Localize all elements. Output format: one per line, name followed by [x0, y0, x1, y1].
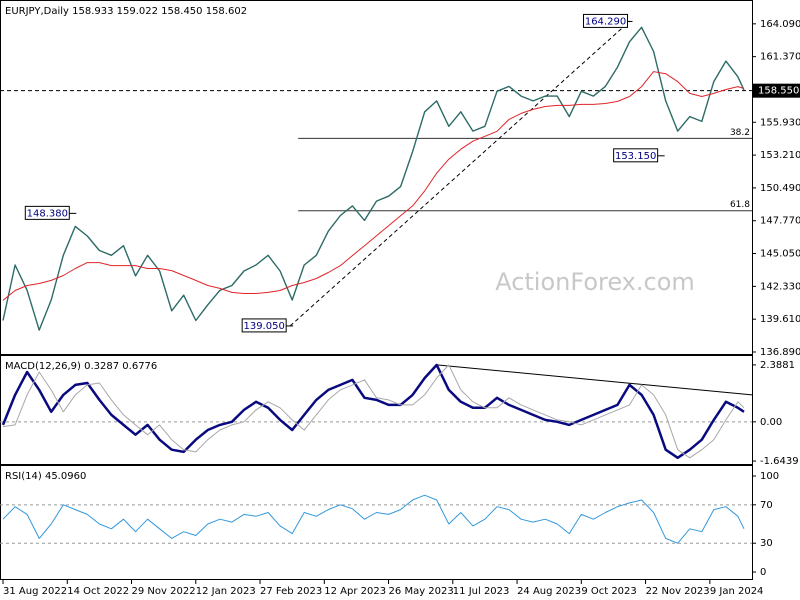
watermark: ActionForex.com: [495, 268, 695, 296]
annotation-label: 153.150: [615, 151, 656, 162]
x-tick-label: 31 Aug 2022: [3, 586, 67, 597]
y-tick-label: 161.370: [760, 52, 800, 63]
y-tick-label: 70: [760, 500, 773, 511]
panel-title: EURJPY,Daily 158.933 159.022 158.450 158…: [5, 6, 247, 17]
indicator-line: [2, 494, 745, 544]
annotation-label: 139.050: [243, 321, 284, 332]
x-tick-label: 27 Feb 2023: [260, 586, 322, 597]
last-price-label: 158.550: [758, 86, 799, 97]
annotation-label: 148.380: [27, 208, 68, 219]
x-tick-label: 14 Oct 2022: [67, 586, 129, 597]
annotation-label: 164.290: [585, 16, 626, 27]
panel-frame: [0, 0, 753, 355]
y-tick-label: 0.00: [760, 417, 782, 428]
indicator-line: [1, 363, 745, 460]
y-tick-label: 100: [760, 471, 779, 482]
panel-frame: [0, 355, 753, 465]
y-tick-label: 164.090: [760, 19, 800, 30]
x-tick-label: 12 Jan 2023: [196, 586, 256, 597]
trendline: [289, 21, 630, 327]
y-tick-label: 145.050: [760, 249, 800, 260]
x-tick-label: 11 Jul 2023: [453, 586, 510, 597]
y-tick-label: 142.330: [760, 281, 800, 292]
indicator-line: [2, 364, 745, 459]
y-tick-label: 30: [760, 538, 773, 549]
x-tick-label: 26 May 2023: [389, 586, 454, 597]
last-price-box: [753, 83, 800, 98]
annotation-box: [613, 148, 659, 163]
fib-label: 38.2: [730, 128, 750, 138]
panel-frame: [0, 465, 753, 580]
y-tick-label: -1.6439: [760, 456, 799, 467]
y-tick-label: 147.770: [760, 216, 800, 227]
panel-title: MACD(12,26,9) 0.3287 0.6776: [5, 361, 157, 372]
price-line: [2, 26, 745, 331]
y-tick-label: 155.930: [760, 117, 800, 128]
panel-title: RSI(14) 45.0960: [5, 471, 86, 482]
x-tick-label: 9 Jan 2024: [710, 586, 764, 597]
x-tick-label: 22 Nov 2023: [646, 586, 710, 597]
y-tick-label: 150.490: [760, 183, 800, 194]
y-tick-label: 136.890: [760, 347, 800, 358]
x-tick-label: 9 Oct 2023: [581, 586, 636, 597]
x-tick-label: 12 Apr 2023: [324, 586, 386, 597]
annotation-box: [583, 13, 629, 28]
y-tick-label: 153.210: [760, 150, 800, 161]
y-tick-label: 139.610: [760, 314, 800, 325]
annotation-box: [241, 318, 287, 333]
y-tick-label: 2.3881: [760, 360, 795, 371]
y-tick-label: 0: [760, 567, 766, 578]
indicator-line: [2, 71, 745, 301]
trendline: [436, 364, 753, 396]
fib-label: 61.8: [730, 200, 750, 210]
annotation-box: [24, 205, 70, 220]
x-tick-label: 29 Nov 2022: [132, 586, 196, 597]
x-tick-label: 24 Aug 2023: [517, 586, 581, 597]
